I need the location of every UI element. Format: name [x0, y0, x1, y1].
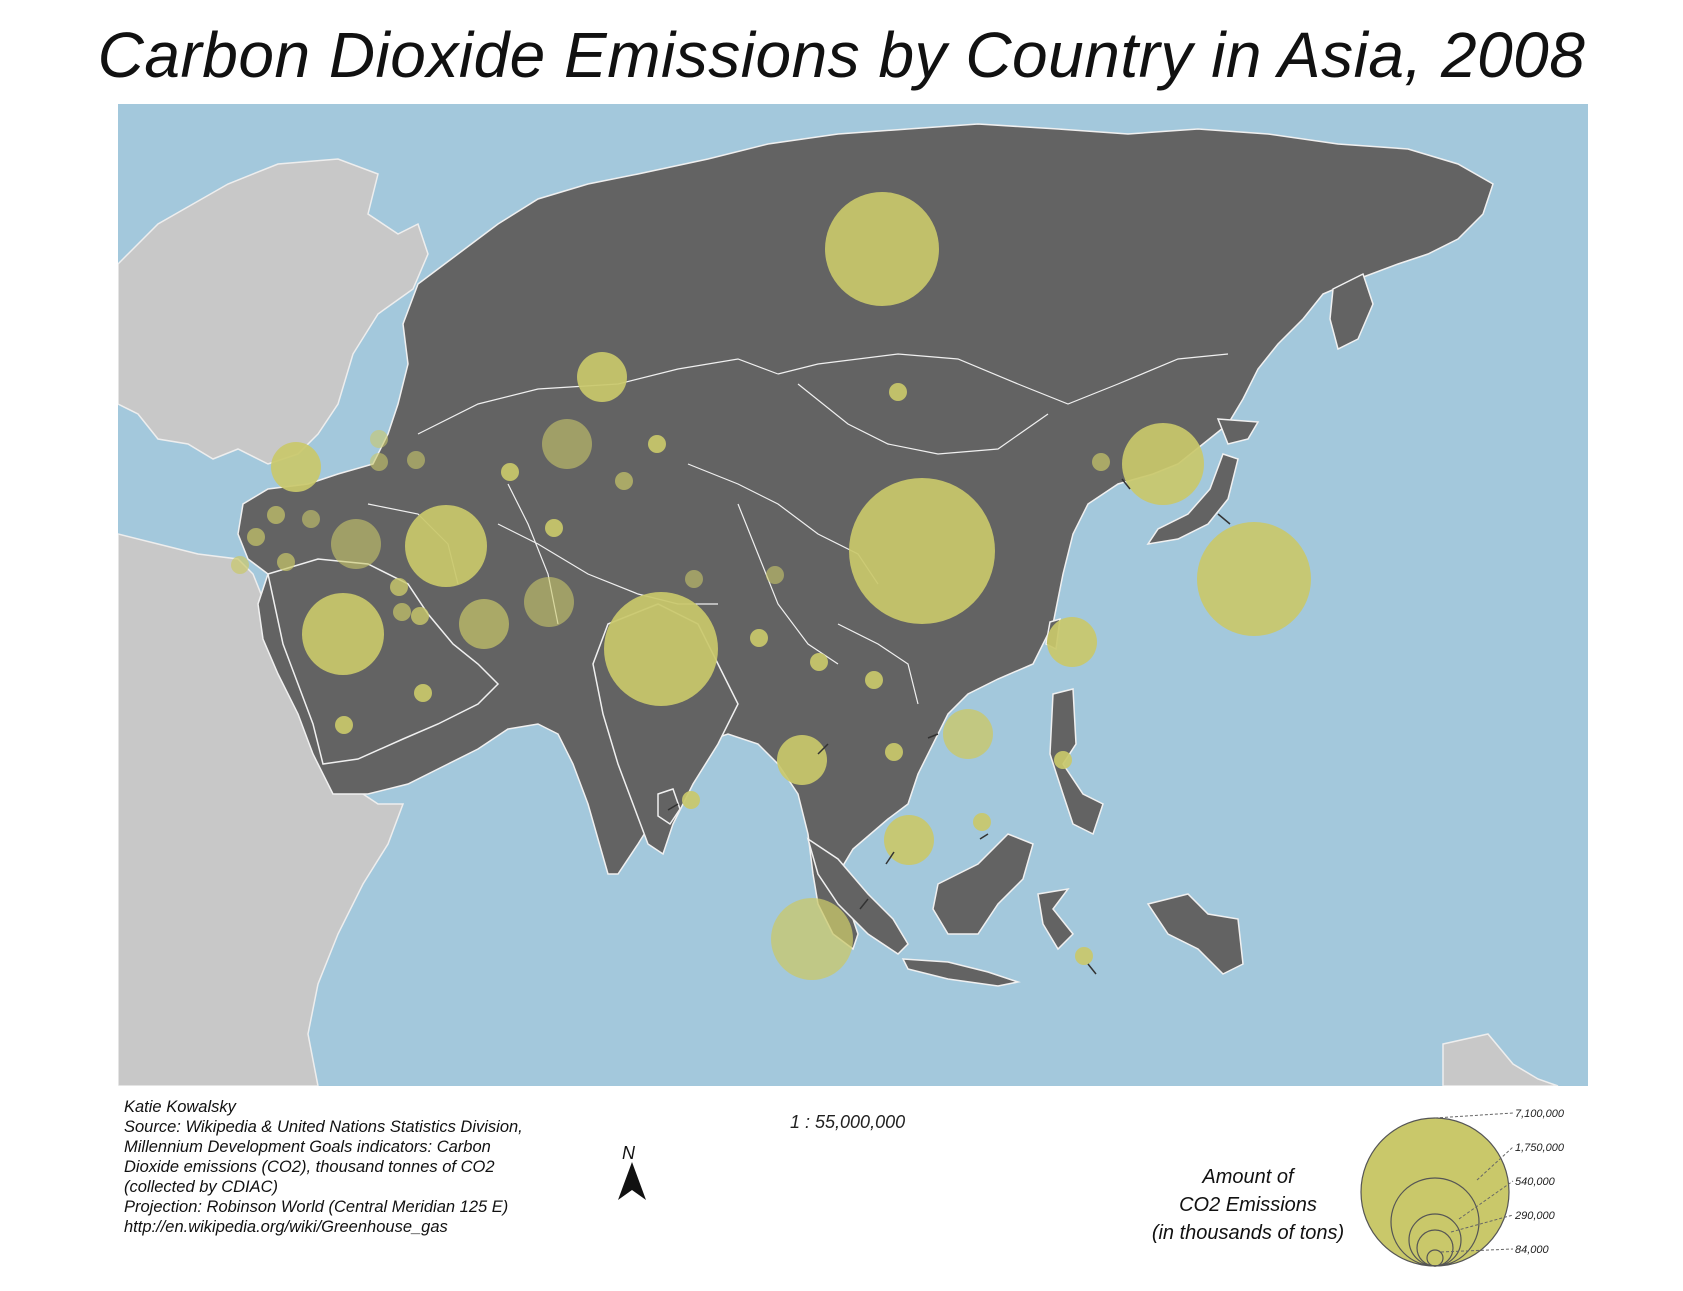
symbol-turkmenistan — [501, 463, 519, 481]
symbol-philippines — [1054, 751, 1072, 769]
new-guinea-land — [1146, 893, 1244, 975]
symbol-saudi-arabia — [302, 593, 384, 675]
source-line-2: Millennium Development Goals indicators:… — [124, 1138, 491, 1156]
symbol-north-korea — [1092, 453, 1110, 471]
source-line-3: Dioxide emissions (CO2), thousand tonnes… — [124, 1158, 495, 1176]
europe-land — [118, 158, 429, 465]
legend-title-line2: CO2 Emissions — [1179, 1194, 1317, 1216]
author: Katie Kowalsky — [124, 1098, 236, 1116]
legend-label-4: 84,000 — [1515, 1244, 1550, 1256]
philippines-land — [1049, 688, 1104, 836]
sakhalin-land — [1329, 272, 1374, 351]
legend-label-2: 540,000 — [1515, 1176, 1556, 1188]
symbol-cambodia — [885, 743, 903, 761]
symbol-sri-lanka — [682, 791, 700, 809]
symbol-uae — [459, 599, 509, 649]
symbol-iraq — [331, 519, 381, 569]
png-land — [1442, 1033, 1559, 1086]
map-title: Carbon Dioxide Emissions by Country in A… — [97, 19, 1586, 91]
symbol-kuwait — [393, 603, 411, 621]
symbol-bahrain — [390, 578, 408, 596]
symbol-syria — [302, 510, 320, 528]
legend-label-0: 7,100,000 — [1515, 1108, 1565, 1120]
sri-lanka-land — [657, 788, 681, 826]
source-url: http://en.wikipedia.org/wiki/Greenhouse_… — [124, 1218, 448, 1236]
symbol-iran — [405, 505, 487, 587]
legend-symbols: 7,100,000 1,750,000 540,000 290,000 84,0… — [1360, 1108, 1565, 1267]
symbol-tajikistan — [615, 472, 633, 490]
symbol-pakistan — [524, 577, 574, 627]
hokkaido-land — [1216, 418, 1260, 445]
symbol-azerbaijan — [407, 451, 425, 469]
symbol-kyrgyzstan — [648, 435, 666, 453]
symbol-china — [849, 478, 995, 624]
symbol-jordan — [277, 553, 295, 571]
symbol-myanmar — [810, 653, 828, 671]
projection: Projection: Robinson World (Central Meri… — [124, 1198, 509, 1216]
borneo-land — [932, 833, 1034, 935]
north-arrow-icon — [618, 1162, 646, 1200]
symbol-cyprus — [231, 556, 249, 574]
leader-lines — [667, 478, 1231, 975]
symbol-georgia — [370, 430, 388, 448]
legend-title-line3: (in thousands of tons) — [1151, 1222, 1345, 1244]
symbol-israel — [247, 528, 265, 546]
symbol-kazakhstan — [577, 352, 627, 402]
sumatra-land — [806, 837, 909, 955]
asia-map — [118, 104, 1588, 1086]
map-credits: Katie Kowalsky Source: Wikipedia & Unite… — [124, 1097, 523, 1237]
symbol-russia — [825, 192, 939, 306]
symbol-japan — [1197, 522, 1311, 636]
symbol-bangladesh — [750, 629, 768, 647]
north-label: N — [622, 1143, 635, 1163]
symbol-indonesia — [771, 898, 853, 980]
symbol-thailand — [777, 735, 827, 785]
source-line-4: (collected by CDIAC) — [124, 1178, 279, 1196]
symbol-malaysia — [884, 815, 934, 865]
java-land — [901, 958, 1021, 987]
legend-title-line1: Amount of — [1202, 1166, 1294, 1188]
symbol-armenia — [370, 453, 388, 471]
symbol-taiwan — [1047, 617, 1097, 667]
symbol-turkey — [271, 442, 321, 492]
map-scale: 1 : 55,000,000 — [790, 1112, 906, 1132]
symbol-brunei — [973, 813, 991, 831]
japan-land — [1146, 453, 1239, 546]
sulawesi-land — [1037, 887, 1075, 951]
symbol-vietnam — [943, 709, 993, 759]
symbol-uzbekistan — [542, 419, 592, 469]
legend-label-1: 1,750,000 — [1515, 1142, 1565, 1154]
symbol-laos — [865, 671, 883, 689]
symbol-timor — [1075, 947, 1093, 965]
symbol-lebanon — [267, 506, 285, 524]
symbol-mongolia — [889, 383, 907, 401]
symbol-yemen — [335, 716, 353, 734]
legend-circle-7100000 — [1360, 1117, 1510, 1267]
symbol-nepal — [685, 570, 703, 588]
source-line-1: Source: Wikipedia & United Nations Stati… — [124, 1118, 523, 1136]
legend-circle-84000 — [1426, 1249, 1444, 1267]
legend-label-3: 290,000 — [1514, 1210, 1556, 1222]
symbol-south-korea — [1122, 423, 1204, 505]
symbol-india — [604, 592, 718, 706]
symbol-qatar — [411, 607, 429, 625]
legend-title: Amount of CO2 Emissions (in thousands of… — [1128, 1163, 1368, 1247]
symbol-oman — [414, 684, 432, 702]
symbol-bhutan — [766, 566, 784, 584]
symbol-afghanistan — [545, 519, 563, 537]
emission-symbols — [231, 192, 1311, 980]
